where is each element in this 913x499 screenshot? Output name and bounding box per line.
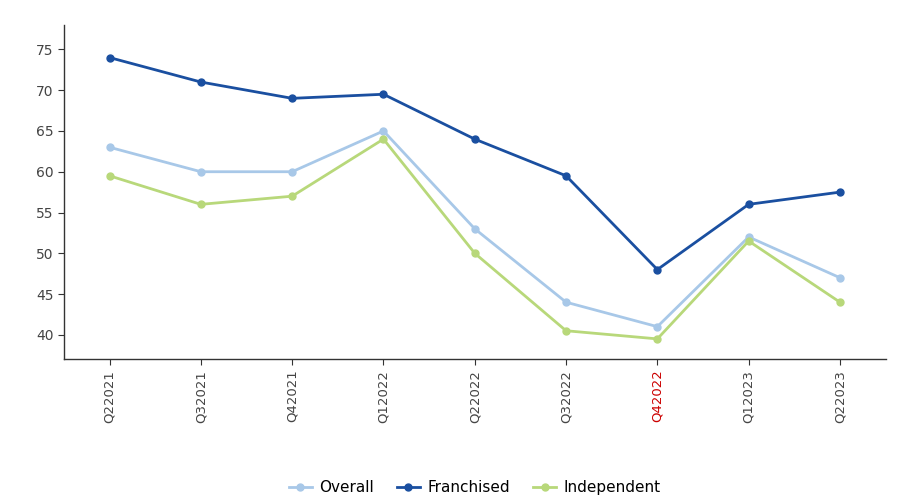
Franchised xyxy=(104,54,115,60)
Independent xyxy=(195,202,206,208)
Independent xyxy=(104,173,115,179)
Independent xyxy=(378,136,389,142)
Overall xyxy=(834,275,845,281)
Independent xyxy=(834,299,845,305)
Franchised xyxy=(378,91,389,97)
Line: Overall: Overall xyxy=(106,127,844,330)
Independent xyxy=(561,328,572,334)
Independent xyxy=(652,336,663,342)
Overall xyxy=(287,169,298,175)
Line: Franchised: Franchised xyxy=(106,54,844,273)
Franchised xyxy=(469,136,480,142)
Overall xyxy=(743,234,754,240)
Independent xyxy=(743,238,754,244)
Overall xyxy=(469,226,480,232)
Franchised xyxy=(743,202,754,208)
Franchised xyxy=(287,95,298,101)
Overall xyxy=(195,169,206,175)
Franchised xyxy=(195,79,206,85)
Overall xyxy=(104,144,115,150)
Overall xyxy=(561,299,572,305)
Franchised xyxy=(561,173,572,179)
Legend: Overall, Franchised, Independent: Overall, Franchised, Independent xyxy=(283,474,666,499)
Independent xyxy=(287,193,298,199)
Franchised xyxy=(834,189,845,195)
Overall xyxy=(378,128,389,134)
Line: Independent: Independent xyxy=(106,136,844,342)
Franchised xyxy=(652,266,663,272)
Overall xyxy=(652,324,663,330)
Independent xyxy=(469,250,480,256)
